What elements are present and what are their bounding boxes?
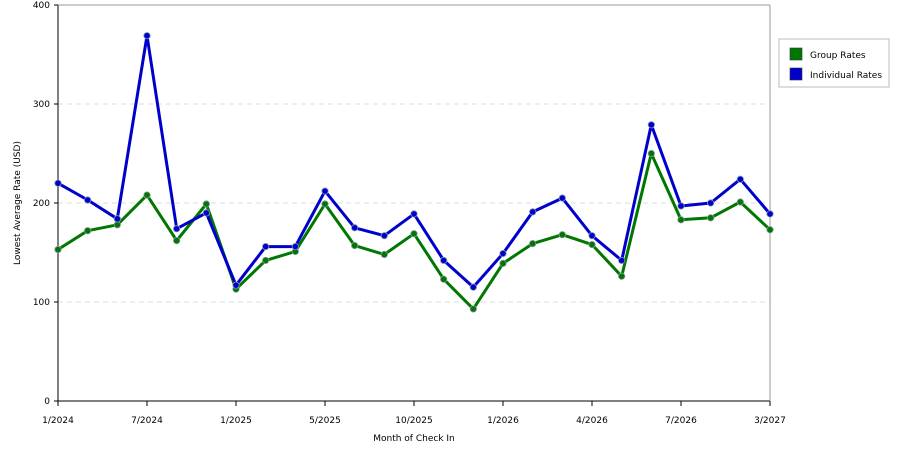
data-point [262,242,270,251]
data-point [588,240,596,249]
data-point [647,149,655,158]
data-point [143,32,151,40]
data-point [766,210,774,218]
data-point [677,202,685,210]
y-tick-label: 200 [33,199,50,209]
x-tick-label: 1/2025 [220,416,252,426]
data-point [262,256,270,265]
data-point [351,224,359,232]
data-point [143,191,151,199]
data-point [707,199,715,207]
data-point [736,198,744,206]
data-point [440,256,448,265]
data-point [54,245,62,254]
y-tick-label: 400 [33,1,50,11]
data-point [410,210,418,218]
data-point [558,231,566,239]
data-point [351,241,359,250]
data-point [202,200,210,208]
data-point [499,249,507,258]
x-tick-label: 7/2026 [665,416,697,426]
data-point [736,175,744,183]
legend: Group Rates Individual Rates [778,38,890,88]
data-point [173,225,181,233]
data-point [84,196,92,204]
data-point [321,200,329,208]
y-tick-label: 100 [33,298,50,308]
data-point [677,216,685,224]
x-axis-title: Month of Check In [373,434,455,444]
y-tick-label: 0 [44,397,50,407]
legend-label: Group Rates [810,51,866,61]
data-point [440,275,448,283]
data-point [618,256,626,265]
x-tick-label: 4/2026 [576,416,608,426]
data-point [469,283,477,291]
y-tick-label: 300 [33,100,50,110]
data-point [469,305,477,313]
data-point [410,230,418,238]
data-point [707,214,715,222]
series-line-1 [57,34,772,289]
series [54,32,774,313]
data-point [558,194,566,202]
x-tick-label: 1/2026 [487,416,519,426]
data-point [54,179,62,187]
data-point [529,208,537,216]
data-point [291,242,299,251]
x-tick-label: 10/2025 [395,416,432,426]
data-point [380,250,388,259]
grid [58,103,770,303]
data-point [173,237,181,245]
data-point [232,281,240,289]
axes [54,4,771,406]
tick-labels: 0 100 200 300 400 1/2024 7/2024 1/2025 5/2025 10/… [33,1,786,426]
x-tick-label: 5/2025 [309,416,341,426]
data-point [113,221,121,229]
data-point [588,232,596,240]
data-point [647,121,655,129]
y-axis-title: Lowest Average Rate (USD) [13,141,23,265]
legend-box [778,38,890,88]
legend-label: Individual Rates [810,71,882,81]
legend-swatch [789,47,803,61]
data-point [202,209,210,217]
data-point [766,226,774,234]
x-tick-label: 7/2024 [131,416,163,426]
data-point [499,259,507,267]
data-point [618,272,626,280]
data-point [84,227,92,235]
x-tick-label: 3/2027 [754,416,786,426]
data-point [529,239,537,248]
data-point [113,215,121,223]
data-point [380,232,388,240]
legend-swatch [789,67,803,81]
x-tick-label: 1/2024 [42,416,74,426]
data-point [321,187,329,195]
